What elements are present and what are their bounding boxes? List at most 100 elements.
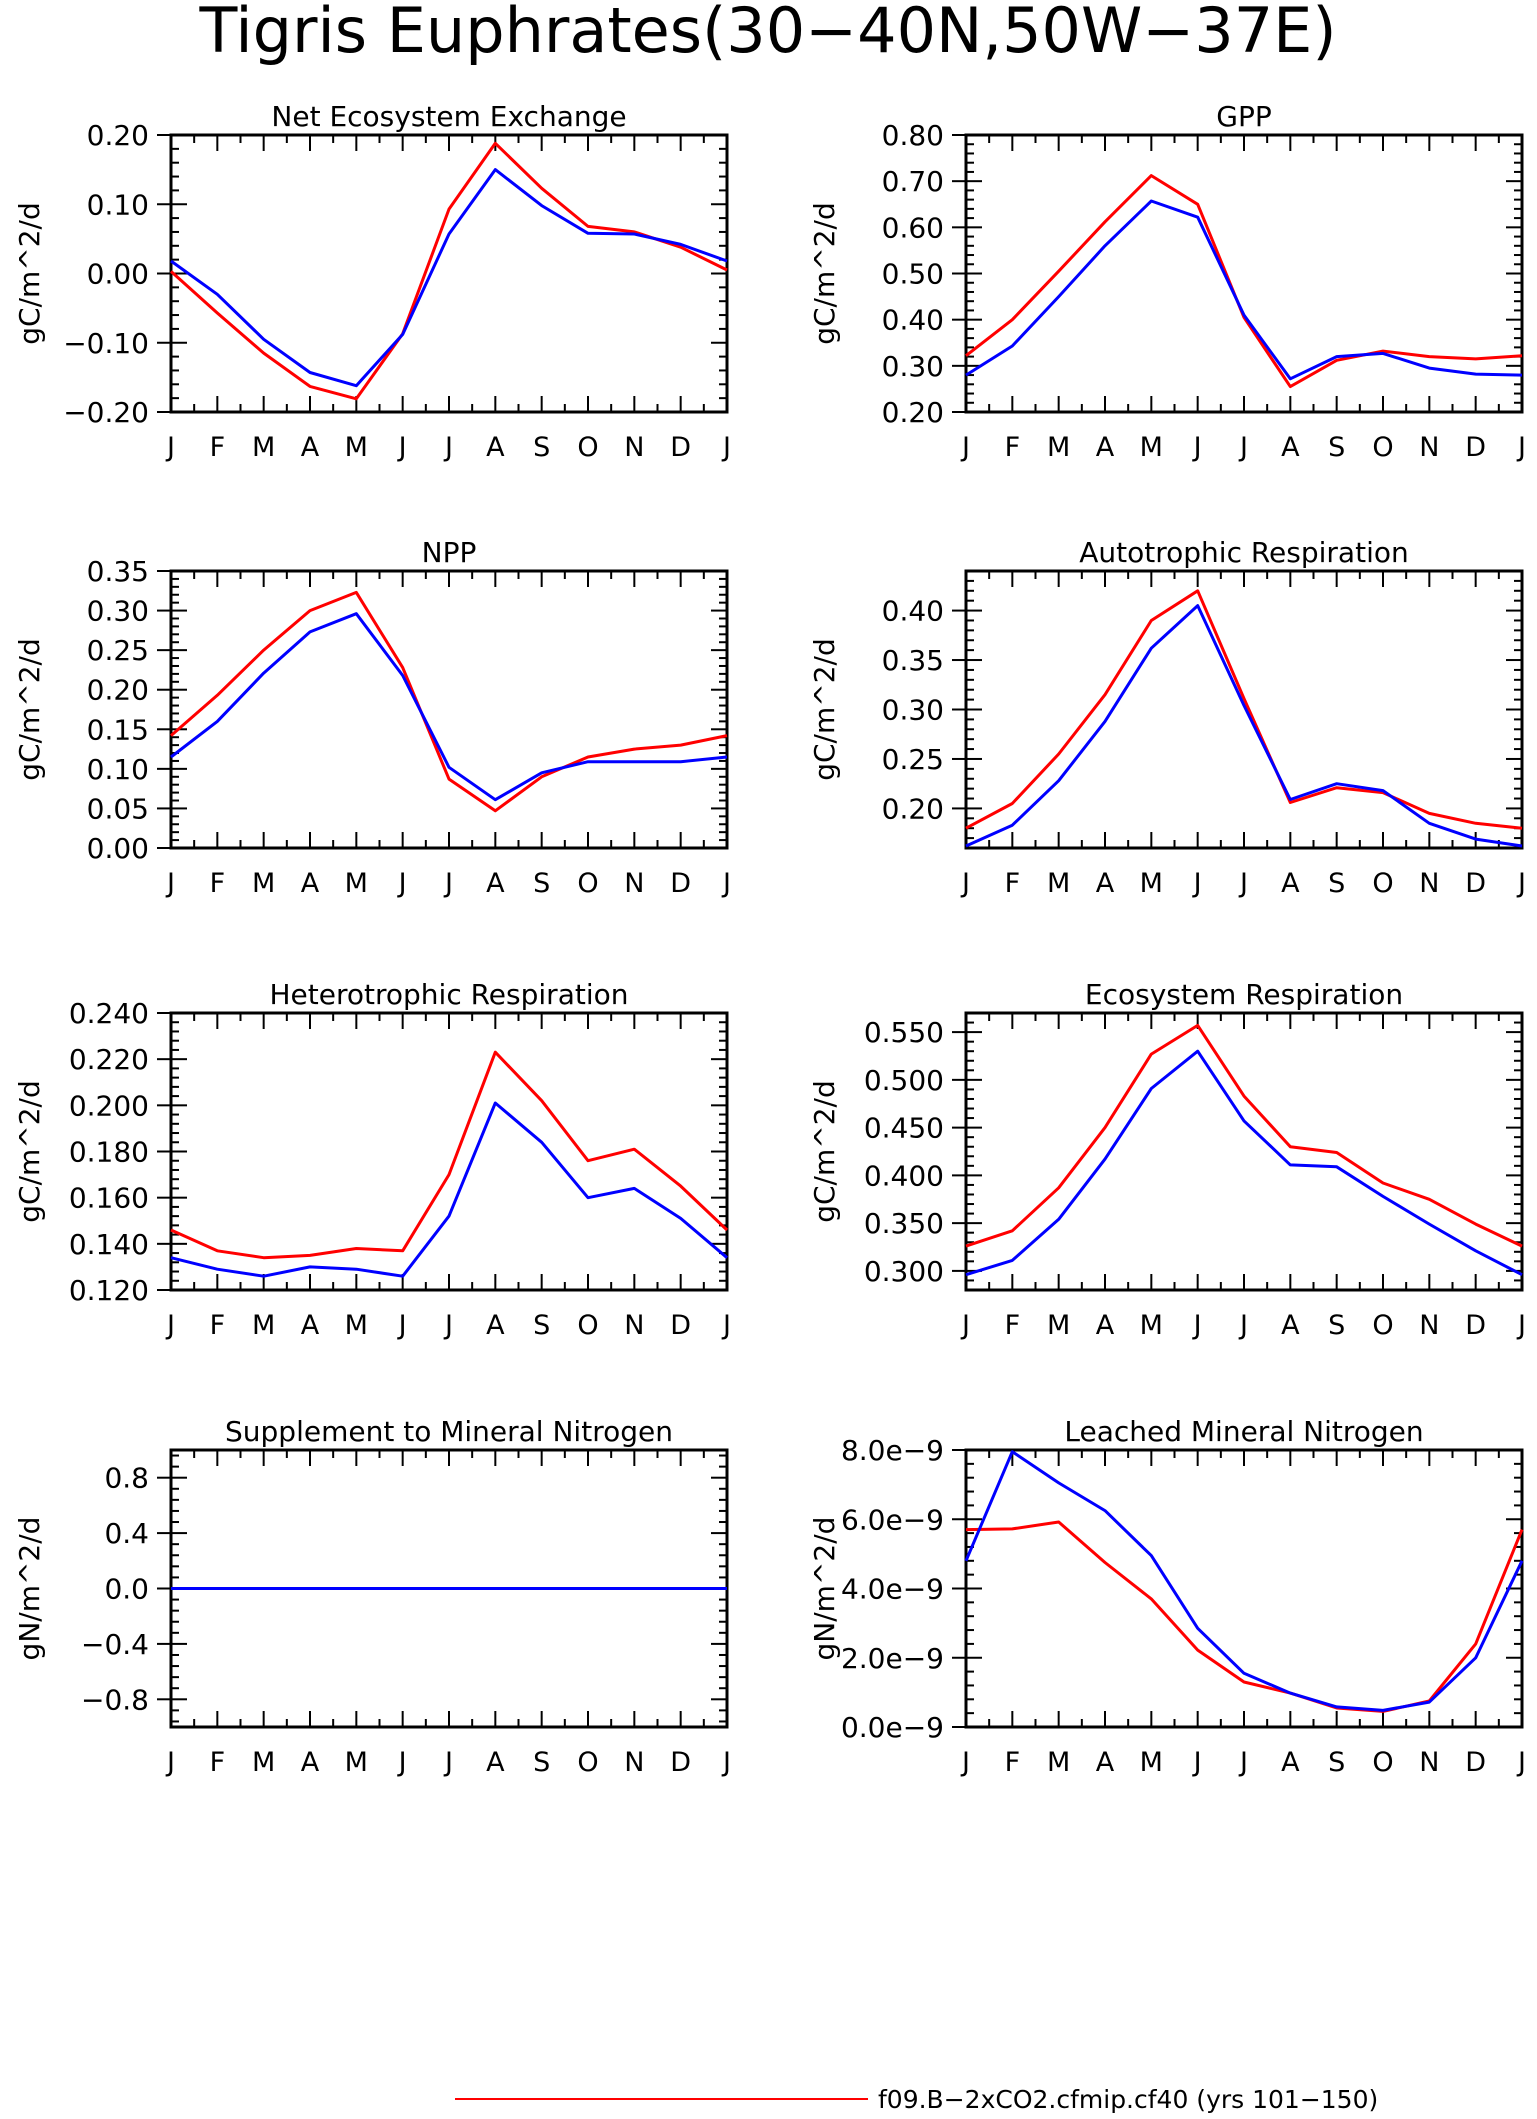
x-tick-label: J xyxy=(397,1310,407,1341)
x-tick-label: A xyxy=(1281,1747,1300,1778)
page-title: Tigris Euphrates(30−40N,50W−37E) xyxy=(198,0,1336,67)
y-tick-label: 0.05 xyxy=(87,792,149,825)
x-tick-label: A xyxy=(1096,432,1115,463)
x-tick-label: D xyxy=(1465,1747,1486,1778)
x-tick-label: J xyxy=(721,432,731,463)
x-tick-label: N xyxy=(624,1747,644,1778)
x-tick-label: J xyxy=(1516,432,1526,463)
series-line-blue xyxy=(964,1450,1524,1712)
x-tick-label: S xyxy=(533,432,550,463)
y-tick-label: 0.80 xyxy=(882,119,944,152)
x-tick-label: M xyxy=(1047,1747,1070,1778)
x-tick-label: J xyxy=(960,1747,970,1778)
x-tick-label: F xyxy=(210,432,226,463)
x-tick-label: D xyxy=(670,432,691,463)
y-tick-label: −0.8 xyxy=(81,1683,149,1716)
y-tick-label: 4.0e−9 xyxy=(841,1573,944,1606)
y-tick-label: 0.350 xyxy=(864,1207,944,1240)
x-tick-label: A xyxy=(486,868,505,899)
x-tick-label: M xyxy=(345,1310,368,1341)
x-tick-label: J xyxy=(1516,1747,1526,1778)
chart-title: Ecosystem Respiration xyxy=(1085,978,1403,1011)
x-tick-label: S xyxy=(533,1310,550,1341)
y-tick-label: 0.10 xyxy=(87,188,149,221)
x-tick-label: J xyxy=(165,1310,175,1341)
x-tick-label: S xyxy=(533,868,550,899)
series-line-blue xyxy=(965,604,1523,848)
chart-title: Autotrophic Respiration xyxy=(1079,536,1408,569)
x-tick-label: J xyxy=(397,432,407,463)
y-tick-label: −0.4 xyxy=(81,1628,149,1661)
x-tick-label: J xyxy=(1192,1310,1202,1341)
x-tick-label: N xyxy=(624,432,644,463)
x-tick-label: M xyxy=(1047,432,1070,463)
x-tick-label: D xyxy=(1465,868,1486,899)
x-tick-label: N xyxy=(1419,432,1439,463)
x-tick-label: S xyxy=(1328,868,1345,899)
y-tick-label: 0.00 xyxy=(87,258,149,291)
x-tick-label: J xyxy=(1516,1310,1526,1341)
x-tick-label: A xyxy=(486,1310,505,1341)
x-tick-label: F xyxy=(1005,868,1021,899)
chart-title: Heterotrophic Respiration xyxy=(270,978,629,1011)
x-tick-label: J xyxy=(443,432,453,463)
x-tick-label: O xyxy=(577,1310,598,1341)
x-tick-label: O xyxy=(1372,1310,1393,1341)
x-tick-label: N xyxy=(1419,1310,1439,1341)
x-tick-label: M xyxy=(1047,868,1070,899)
chart-panel-6: Supplement to Mineral Nitrogen gN/m^2/d J F… xyxy=(13,1415,731,1778)
x-tick-label: M xyxy=(252,432,275,463)
x-tick-label: S xyxy=(1328,1747,1345,1778)
x-tick-label: N xyxy=(1419,1747,1439,1778)
x-tick-label: J xyxy=(1238,868,1248,899)
chart-title: GPP xyxy=(1216,100,1271,133)
x-tick-label: F xyxy=(210,1310,226,1341)
x-tick-label: F xyxy=(1005,432,1021,463)
chart-title: Leached Mineral Nitrogen xyxy=(1064,1415,1423,1448)
x-tick-label: O xyxy=(577,432,598,463)
x-tick-label: J xyxy=(1238,1747,1248,1778)
y-axis-label: gC/m^2/d xyxy=(13,1080,46,1223)
y-tick-label: 0.180 xyxy=(69,1136,149,1169)
y-tick-label: 0.25 xyxy=(87,634,149,667)
y-tick-label: 0.70 xyxy=(882,165,944,198)
x-tick-label: A xyxy=(1281,1310,1300,1341)
y-tick-label: 0.300 xyxy=(864,1255,944,1288)
series-line-blue xyxy=(965,1049,1523,1277)
x-tick-label: J xyxy=(1192,868,1202,899)
series-line-red xyxy=(170,590,728,813)
x-tick-label: J xyxy=(960,868,970,899)
x-tick-label: J xyxy=(721,868,731,899)
x-tick-label: M xyxy=(1047,1310,1070,1341)
x-tick-label: M xyxy=(345,868,368,899)
x-tick-label: M xyxy=(252,1747,275,1778)
plot-frame xyxy=(964,1011,1524,1292)
x-tick-label: J xyxy=(1192,432,1202,463)
x-tick-label: O xyxy=(1372,432,1393,463)
y-tick-label: 0.500 xyxy=(864,1064,944,1097)
plot-frame xyxy=(169,1011,729,1292)
y-tick-label: 6.0e−9 xyxy=(841,1503,944,1536)
y-axis-label: gC/m^2/d xyxy=(808,202,841,345)
x-tick-label: O xyxy=(577,868,598,899)
x-tick-label: F xyxy=(210,1747,226,1778)
x-tick-label: M xyxy=(1140,432,1163,463)
x-tick-label: A xyxy=(1281,868,1300,899)
chart-title: Net Ecosystem Exchange xyxy=(271,100,626,133)
x-tick-label: A xyxy=(1281,432,1300,463)
y-tick-label: 0.35 xyxy=(882,644,944,677)
x-tick-label: A xyxy=(1096,868,1115,899)
series-line-red xyxy=(965,174,1523,389)
y-axis-label: gC/m^2/d xyxy=(13,638,46,781)
y-tick-label: 0.220 xyxy=(69,1043,149,1076)
series-line-red xyxy=(170,1050,729,1260)
x-tick-label: F xyxy=(1005,1310,1021,1341)
y-tick-label: 0.400 xyxy=(864,1159,944,1192)
x-tick-label: J xyxy=(960,1310,970,1341)
x-tick-label: A xyxy=(486,432,505,463)
